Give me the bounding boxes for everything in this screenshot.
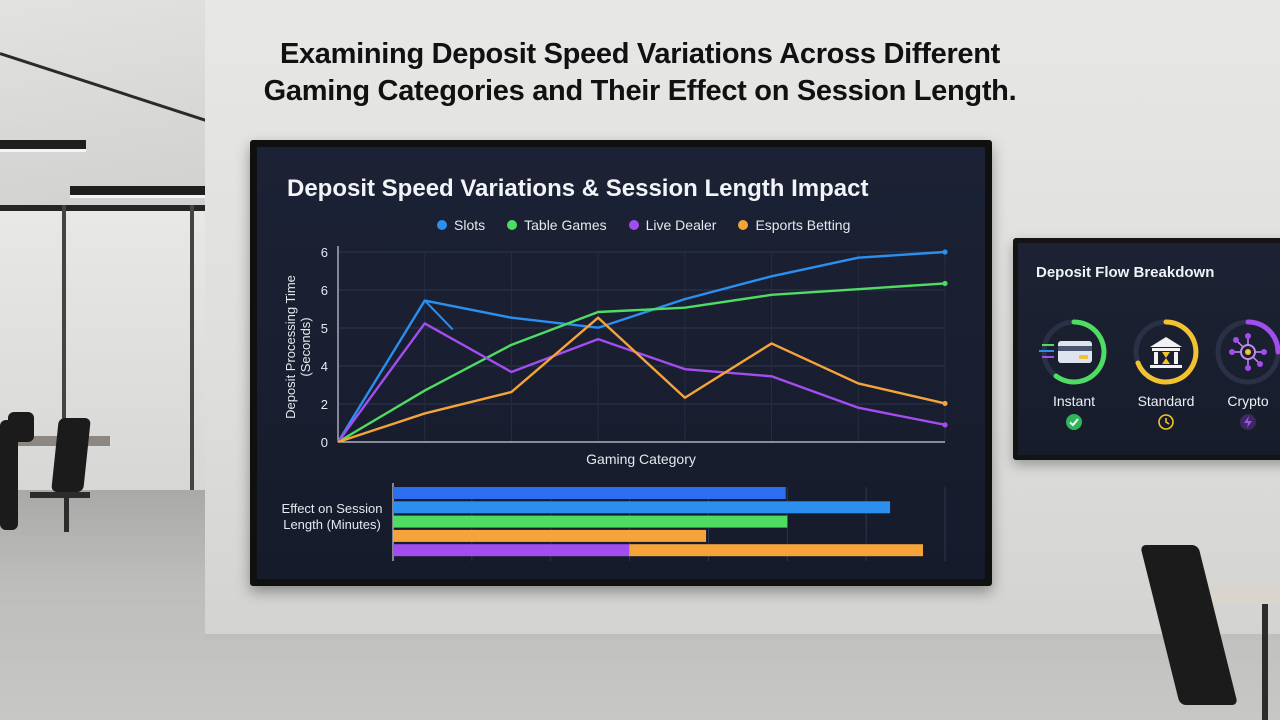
bar bbox=[629, 544, 924, 557]
page-title-line: Gaming Categories and Their Effect on Se… bbox=[263, 75, 1017, 107]
table-leg bbox=[1262, 604, 1268, 720]
page-title-line: Examining Deposit Speed Variations Acros… bbox=[279, 38, 1001, 70]
y-tick-label: 6 bbox=[321, 245, 328, 260]
legend-item: Slots bbox=[437, 217, 485, 233]
legend-label: Esports Betting bbox=[755, 217, 851, 233]
dashboard-screen: Deposit Speed Variations & Session Lengt… bbox=[257, 147, 985, 579]
card-icon bbox=[1039, 319, 1107, 385]
flow-item-crypto bbox=[1208, 317, 1280, 392]
network-icon bbox=[1215, 319, 1280, 385]
meeting-table bbox=[0, 436, 110, 446]
ceiling bbox=[0, 0, 205, 210]
side-display: Deposit Flow Breakdown Instant bbox=[1013, 238, 1280, 460]
flow-label: Instant bbox=[1052, 393, 1096, 409]
bar bbox=[393, 544, 630, 557]
bolt-icon bbox=[1208, 413, 1280, 436]
office-chair bbox=[8, 412, 34, 442]
y-tick-label: 5 bbox=[321, 321, 328, 336]
legend-marker bbox=[628, 220, 639, 230]
legend-marker bbox=[738, 220, 749, 230]
check-icon bbox=[1034, 413, 1114, 436]
bar bbox=[393, 529, 707, 542]
y-tick-label: 6 bbox=[321, 283, 328, 298]
partition-frame bbox=[190, 205, 194, 495]
baseboard bbox=[205, 634, 1280, 640]
legend-label: Table Games bbox=[524, 217, 607, 233]
data-point bbox=[942, 280, 948, 287]
page-title: Examining Deposit Speed Variations Acros… bbox=[200, 36, 1080, 110]
flow-label: Crypto bbox=[1227, 393, 1269, 409]
y-tick-label: 4 bbox=[321, 359, 328, 374]
x-axis-title: Gaming Category bbox=[586, 451, 696, 467]
y-tick-label: 0 bbox=[321, 435, 328, 450]
chair-base bbox=[64, 492, 69, 532]
legend-label: Slots bbox=[454, 217, 486, 233]
bar-axis-title: Effect on Session Length (Minutes) bbox=[282, 501, 383, 532]
side-screen: Deposit Flow Breakdown Instant bbox=[1018, 243, 1280, 455]
legend-marker bbox=[437, 220, 447, 230]
ceiling-light bbox=[70, 186, 205, 198]
legend-item: Esports Betting bbox=[738, 217, 850, 233]
meeting-table bbox=[1212, 584, 1280, 604]
flow-label: Standard bbox=[1137, 393, 1195, 409]
main-display: Deposit Speed Variations & Session Lengt… bbox=[250, 140, 992, 586]
clock-icon bbox=[1126, 413, 1206, 436]
panel-title: Deposit Flow Breakdown bbox=[1036, 264, 1215, 281]
chart-title: Deposit Speed Variations & Session Lengt… bbox=[287, 175, 869, 202]
legend-label: Live Dealer bbox=[645, 217, 717, 233]
legend-marker bbox=[507, 220, 518, 230]
flow-item-instant bbox=[1034, 317, 1114, 392]
series-line bbox=[337, 316, 946, 444]
series-line bbox=[337, 322, 946, 443]
bank-icon bbox=[1133, 319, 1199, 385]
y-tick-label: 2 bbox=[321, 397, 328, 412]
series-line bbox=[336, 250, 946, 443]
bar bbox=[393, 501, 891, 514]
ceiling-light bbox=[0, 140, 86, 152]
chart-legend: Slots Table Games Live Dealer Esports Be… bbox=[437, 217, 850, 233]
data-point bbox=[942, 249, 948, 255]
glass-partition bbox=[0, 205, 205, 501]
legend-item: Live Dealer bbox=[628, 217, 717, 233]
legend-item: Table Games bbox=[507, 217, 607, 233]
chair-base bbox=[30, 492, 90, 498]
series-line bbox=[337, 282, 946, 444]
bar bbox=[393, 515, 788, 528]
data-point bbox=[942, 422, 948, 428]
partition-frame bbox=[62, 205, 66, 495]
data-point bbox=[942, 400, 948, 407]
bar bbox=[393, 487, 786, 499]
flow-item-standard bbox=[1126, 317, 1206, 392]
y-axis-title: Deposit Processing Time(Seconds) bbox=[283, 275, 313, 419]
office-chair bbox=[0, 420, 18, 530]
series-line bbox=[423, 299, 454, 331]
chart-canvas: 0 2 4 5 6 6 Deposit Processing Time(Seconds) Ga… bbox=[282, 245, 948, 561]
